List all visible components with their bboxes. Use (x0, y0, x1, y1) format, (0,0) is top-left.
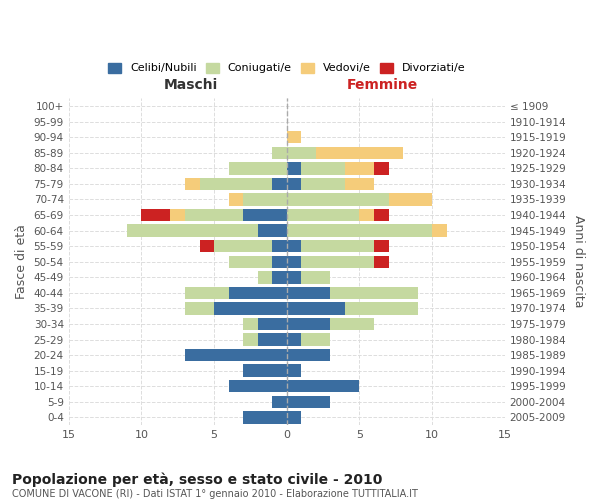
Bar (185, 209, 243, 222)
Bar (374, 256, 389, 268)
Bar (214, 240, 272, 252)
Bar (432, 224, 446, 237)
Bar (229, 256, 272, 268)
Y-axis label: Fasce di età: Fasce di età (15, 224, 28, 299)
Bar (170, 209, 185, 222)
Bar (287, 209, 359, 222)
Y-axis label: Anni di nascita: Anni di nascita (572, 216, 585, 308)
Bar (185, 349, 287, 362)
Bar (331, 318, 374, 330)
Bar (243, 194, 287, 205)
Bar (229, 194, 243, 205)
Bar (345, 302, 418, 314)
Bar (287, 318, 331, 330)
Bar (374, 209, 389, 222)
Bar (316, 146, 403, 159)
Bar (287, 396, 331, 408)
Bar (272, 396, 287, 408)
Bar (287, 146, 316, 159)
Bar (243, 411, 287, 424)
Bar (301, 334, 331, 346)
Bar (257, 224, 287, 237)
Bar (243, 334, 257, 346)
Text: Femmine: Femmine (347, 78, 418, 92)
Bar (287, 349, 331, 362)
Bar (287, 286, 331, 299)
Bar (272, 240, 287, 252)
Bar (272, 178, 287, 190)
Bar (287, 302, 345, 314)
Bar (374, 162, 389, 174)
Bar (301, 256, 374, 268)
Bar (331, 286, 418, 299)
Bar (287, 364, 301, 377)
Bar (272, 256, 287, 268)
Bar (257, 271, 272, 283)
Bar (257, 318, 287, 330)
Bar (301, 162, 345, 174)
Bar (287, 240, 301, 252)
Bar (272, 271, 287, 283)
Bar (243, 209, 287, 222)
Bar (287, 131, 301, 143)
Bar (214, 302, 287, 314)
Bar (185, 302, 214, 314)
Legend: Celibi/Nubili, Coniugati/e, Vedovi/e, Divorziati/e: Celibi/Nubili, Coniugati/e, Vedovi/e, Di… (103, 58, 470, 78)
Bar (185, 286, 229, 299)
Bar (257, 334, 287, 346)
Bar (200, 240, 214, 252)
Bar (301, 240, 374, 252)
Bar (287, 178, 301, 190)
Bar (287, 334, 301, 346)
Bar (185, 178, 200, 190)
Bar (287, 224, 432, 237)
Bar (287, 271, 301, 283)
Bar (301, 178, 345, 190)
Bar (287, 380, 359, 392)
Bar (287, 256, 301, 268)
Bar (345, 178, 374, 190)
Text: COMUNE DI VACONE (RI) - Dati ISTAT 1° gennaio 2010 - Elaborazione TUTTITALIA.IT: COMUNE DI VACONE (RI) - Dati ISTAT 1° ge… (12, 489, 418, 499)
Bar (142, 209, 170, 222)
Bar (374, 240, 389, 252)
Bar (229, 162, 287, 174)
Bar (229, 380, 287, 392)
Bar (359, 209, 374, 222)
Bar (287, 162, 301, 174)
Bar (243, 364, 287, 377)
Bar (287, 194, 389, 205)
Bar (301, 271, 331, 283)
Bar (345, 162, 374, 174)
Text: Popolazione per età, sesso e stato civile - 2010: Popolazione per età, sesso e stato civil… (12, 472, 382, 487)
Bar (287, 411, 301, 424)
Bar (229, 286, 287, 299)
Text: Maschi: Maschi (164, 78, 218, 92)
Bar (127, 224, 257, 237)
Bar (272, 146, 287, 159)
Bar (200, 178, 272, 190)
Bar (389, 194, 432, 205)
Bar (243, 318, 257, 330)
